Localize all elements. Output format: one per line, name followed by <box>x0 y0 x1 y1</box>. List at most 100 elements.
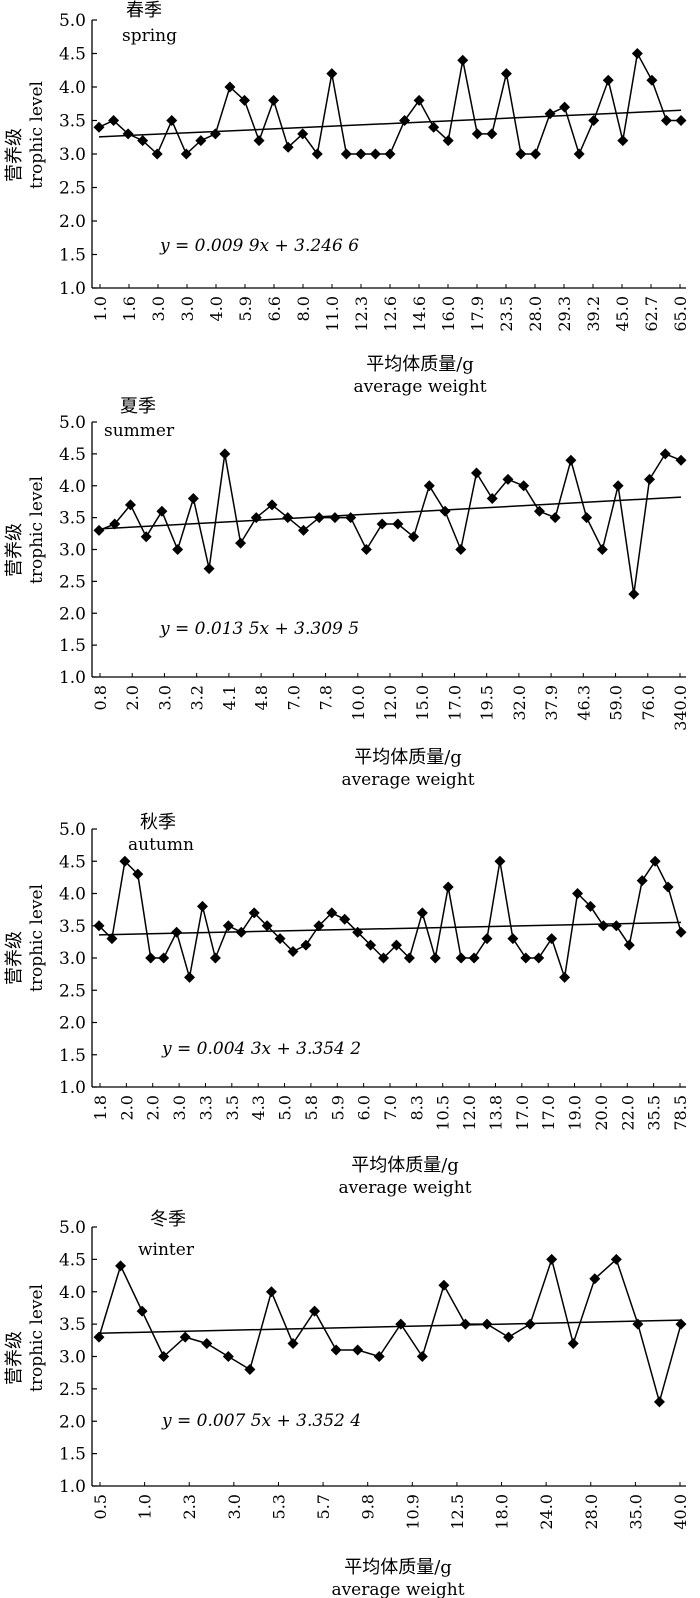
data-point <box>108 115 120 126</box>
data-point <box>442 881 454 893</box>
data-point <box>399 115 411 126</box>
data-point <box>172 544 184 555</box>
data-point <box>623 939 635 951</box>
y-tick-label: 1.0 <box>59 1477 86 1497</box>
x-axis-title: average weight <box>338 1178 471 1198</box>
x-tick-label: 1.0 <box>91 296 110 321</box>
x-axis-title: average weight <box>353 377 486 397</box>
y-axis-title: trophic level <box>27 476 47 584</box>
y-tick-label: 1.5 <box>59 1445 86 1465</box>
data-point <box>282 512 294 524</box>
data-point <box>544 108 556 120</box>
data-point <box>631 48 643 59</box>
data-point <box>573 148 585 160</box>
data-point <box>244 1363 256 1375</box>
y-tick-label: 4.0 <box>59 477 86 497</box>
x-tick-label: 20.0 <box>592 1095 611 1131</box>
data-point <box>628 588 640 600</box>
y-tick-label: 1.5 <box>59 1046 86 1066</box>
y-tick-label: 4.5 <box>59 45 86 65</box>
data-point <box>520 952 532 964</box>
y-tick-label: 4.5 <box>59 445 86 465</box>
data-point <box>675 926 687 938</box>
x-tick-label: 4.8 <box>252 685 271 710</box>
data-point <box>187 493 199 504</box>
x-tick-label: 5.8 <box>302 1095 321 1120</box>
y-tick-label: 2.0 <box>59 1014 86 1034</box>
chart-panel-autumn: 1.0 1.5 2.0 2.5 3.0 3.5 4.0 4.5 5.0 营养级 trophic le… <box>4 812 690 1198</box>
data-point <box>602 74 614 86</box>
data-point <box>180 148 192 160</box>
data-point <box>122 128 134 140</box>
data-point <box>203 563 215 575</box>
series-line <box>98 51 681 157</box>
series-line <box>98 1256 682 1405</box>
y-tick-label: 3.5 <box>59 1315 86 1335</box>
x-tick-label: 12.5 <box>448 1494 467 1530</box>
x-tick-label: 37.9 <box>542 685 561 721</box>
x-tick-label: 3.0 <box>178 296 197 321</box>
x-tick-label: 5.9 <box>236 296 255 321</box>
data-point <box>559 971 571 983</box>
data-point <box>340 148 352 160</box>
x-tick-label: 12.6 <box>381 296 400 332</box>
trend-line <box>98 496 682 530</box>
data-point <box>136 1305 148 1317</box>
x-tick-label: 4.1 <box>220 685 239 710</box>
data-point <box>311 148 323 160</box>
data-point <box>376 518 388 530</box>
y-tick-label: 3.0 <box>59 1348 86 1368</box>
y-tick-label: 4.0 <box>59 885 86 905</box>
y-tick-label: 4.5 <box>59 852 86 872</box>
x-tick-label: 9.8 <box>359 1494 378 1519</box>
chart-title: 春季 <box>126 0 162 21</box>
x-tick-label: 12.3 <box>352 296 371 332</box>
data-point <box>109 518 121 530</box>
x-tick-label: 39.2 <box>584 296 603 332</box>
data-point <box>533 505 545 517</box>
data-point <box>201 1338 213 1350</box>
x-tick-label: 22.0 <box>618 1095 637 1131</box>
trend-line <box>98 921 682 936</box>
x-tick-label: 7.0 <box>381 1095 400 1120</box>
y-tick-label: 2.0 <box>59 604 86 624</box>
data-point <box>442 135 454 147</box>
data-point <box>584 900 596 912</box>
data-point <box>481 1318 493 1330</box>
data-point <box>546 933 558 945</box>
x-tick-label: 10.5 <box>434 1095 453 1131</box>
data-point <box>429 952 441 964</box>
data-point <box>471 128 483 140</box>
data-point <box>438 1279 450 1291</box>
y-tick-label: 3.5 <box>59 112 86 132</box>
x-tick-label: 5.7 <box>314 1494 333 1519</box>
x-tick-label: 11.0 <box>323 296 342 332</box>
data-point <box>675 1318 687 1330</box>
x-tick-label: 2.0 <box>144 1095 163 1120</box>
data-point <box>140 531 152 543</box>
data-point <box>644 473 656 485</box>
data-point <box>675 115 687 126</box>
data-point <box>649 855 661 867</box>
y-axis-title-cn: 营养级 <box>4 523 25 577</box>
data-point <box>559 101 571 113</box>
x-tick-label: 29.3 <box>555 296 574 332</box>
y-tick-label: 1.0 <box>59 279 86 299</box>
x-tick-label: 1.0 <box>136 1494 155 1519</box>
x-tick-label: 16.0 <box>439 296 458 332</box>
x-tick-label: 45.0 <box>613 296 632 332</box>
data-point <box>459 1318 471 1330</box>
x-tick-label: 78.5 <box>671 1095 690 1131</box>
data-point <box>646 74 658 86</box>
y-tick-label: 4.0 <box>59 78 86 98</box>
y-tick-label: 1.0 <box>59 668 86 688</box>
x-tick-label: 1.6 <box>120 296 139 321</box>
data-point <box>93 1331 105 1343</box>
data-point <box>196 900 208 912</box>
trend-equation: y = 0.007 5x + 3.352 4 <box>161 1411 361 1431</box>
data-point <box>455 952 467 964</box>
data-point <box>219 448 231 460</box>
data-point <box>403 952 415 964</box>
x-tick-label: 46.3 <box>574 685 593 721</box>
x-tick-label: 5.0 <box>276 1095 295 1120</box>
